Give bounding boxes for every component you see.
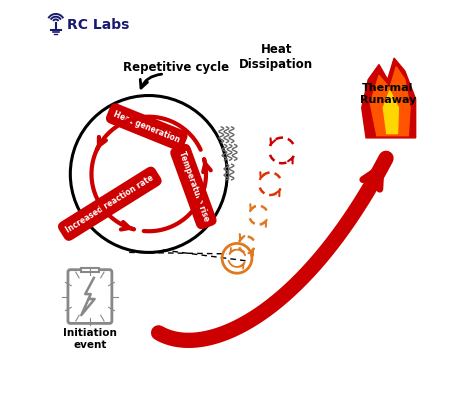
- Text: Repetitive cycle: Repetitive cycle: [123, 61, 229, 74]
- Text: Heat
Dissipation: Heat Dissipation: [239, 43, 313, 71]
- Text: RC Labs: RC Labs: [67, 18, 129, 32]
- Text: Heat generation: Heat generation: [112, 109, 182, 145]
- Text: Thermal
Runaway: Thermal Runaway: [360, 83, 416, 105]
- Text: Increased reaction rate: Increased reaction rate: [64, 173, 155, 235]
- Text: Temperature rise: Temperature rise: [176, 150, 210, 223]
- FancyBboxPatch shape: [68, 270, 112, 324]
- Polygon shape: [383, 90, 399, 134]
- Text: Initiation
event: Initiation event: [63, 328, 117, 350]
- Polygon shape: [370, 67, 410, 136]
- Bar: [81, 267, 99, 272]
- Polygon shape: [362, 58, 416, 138]
